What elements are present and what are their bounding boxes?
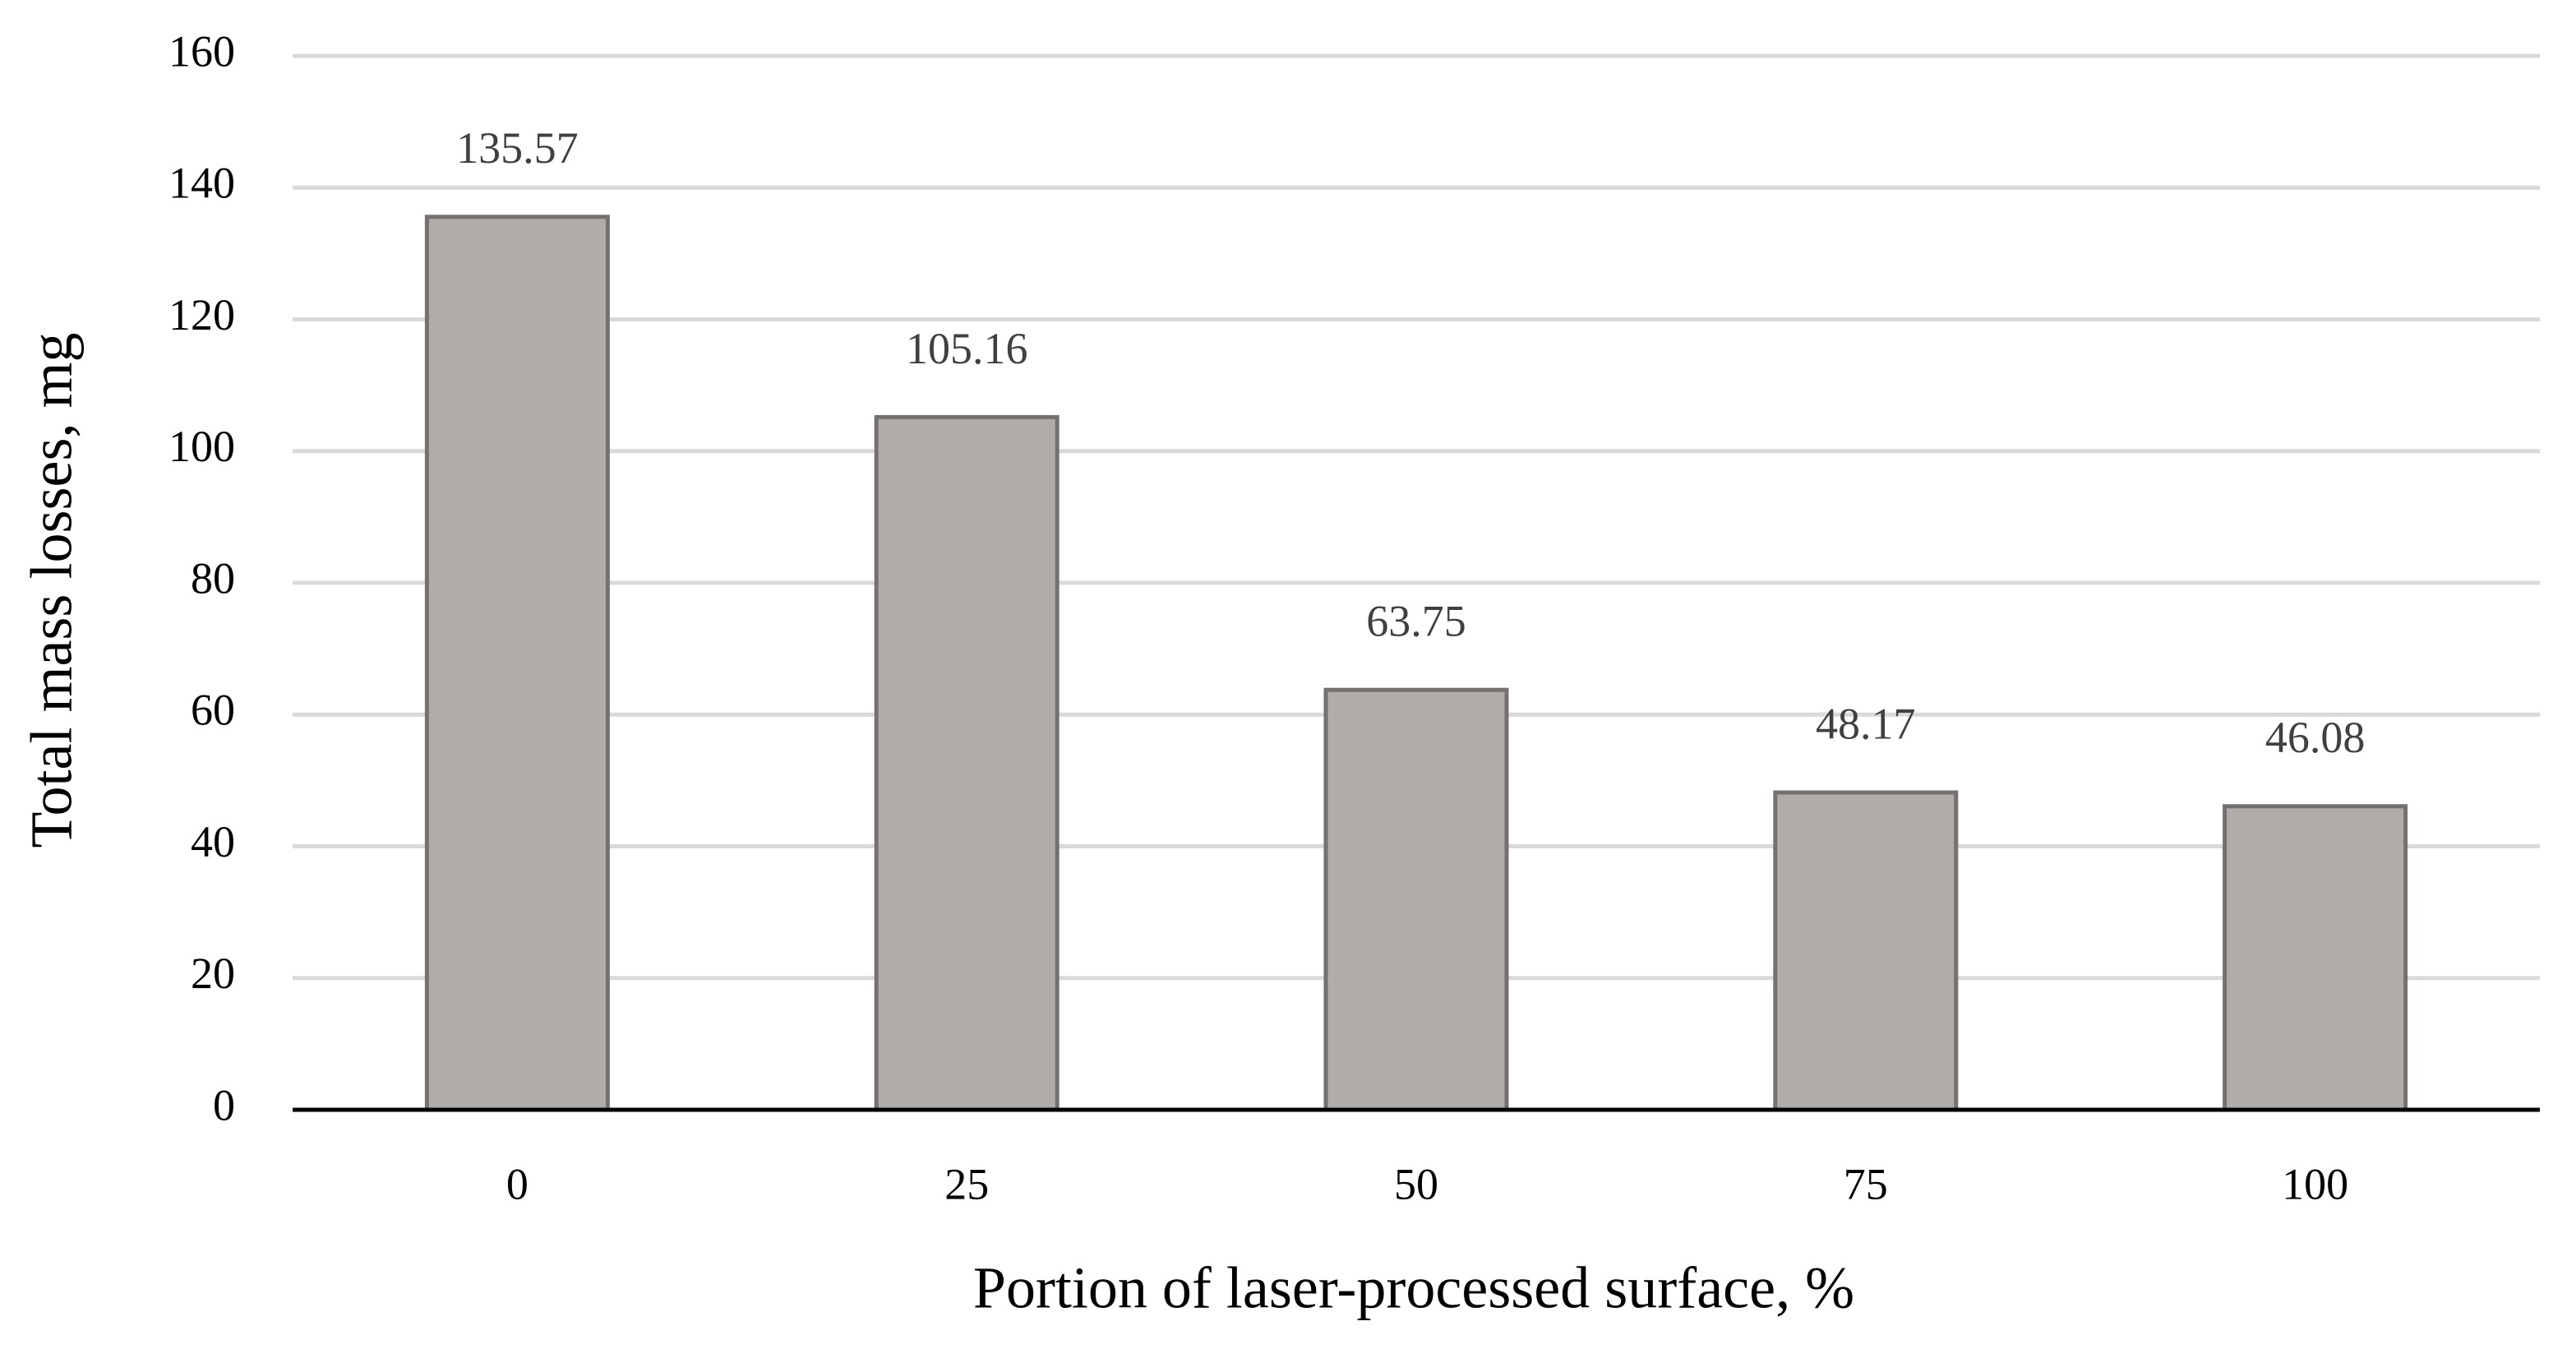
y-tick-label: 120 (169, 290, 235, 340)
bar (874, 414, 1059, 1112)
y-tick-label: 0 (213, 1080, 235, 1130)
data-label: 63.75 (1366, 597, 1466, 646)
x-tick-label: 0 (506, 1159, 529, 1208)
y-tick-label: 100 (169, 422, 235, 471)
bar (1323, 687, 1509, 1112)
y-tick-label: 20 (191, 949, 235, 998)
x-tick-label: 50 (1394, 1159, 1438, 1208)
y-tick-label: 40 (191, 817, 235, 866)
data-label: 48.17 (1816, 699, 1916, 748)
data-label: 135.57 (456, 123, 579, 173)
y-tick-label: 60 (191, 686, 235, 735)
x-axis-title: Portion of laser-processed surface, % (973, 1255, 1854, 1321)
bar (1773, 790, 1959, 1112)
y-tick-label: 160 (169, 26, 235, 76)
y-tick-label: 140 (169, 159, 235, 208)
y-axis-title: Total mass losses, mg (19, 333, 85, 848)
x-tick-label: 75 (1844, 1159, 1888, 1208)
x-tick-label: 25 (944, 1159, 989, 1208)
data-label: 46.08 (2265, 713, 2366, 762)
bar (424, 215, 610, 1112)
data-label: 105.16 (906, 324, 1028, 373)
y-tick-label: 80 (191, 553, 235, 603)
bar (2223, 804, 2408, 1112)
x-tick-label: 100 (2282, 1159, 2348, 1208)
